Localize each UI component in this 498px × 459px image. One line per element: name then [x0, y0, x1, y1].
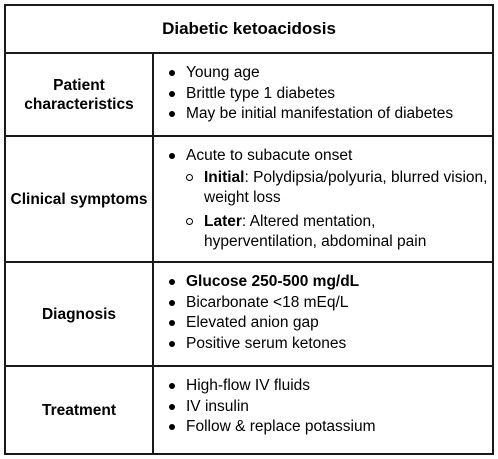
sub-bullet-list: Initial: Polydipsia/polyuria, blurred vi… [186, 168, 488, 253]
table-title: Diabetic ketoacidosis [6, 6, 492, 54]
row-label-clinical-symptoms: Clinical symptoms [6, 137, 154, 263]
sub-item-text: : Polydipsia/polyuria, blurred vision, w… [204, 168, 488, 207]
row-label-treatment: Treatment [6, 367, 154, 453]
row-content-treatment: High-flow IV fluids IV insulin Follow & … [154, 367, 492, 453]
bullet-list: Glucose 250-500 mg/dL Bicarbonate <18 mE… [166, 272, 488, 354]
bullet-list: Acute to subacute onset Initial: Polydip… [166, 146, 488, 253]
list-item: High-flow IV fluids [166, 376, 488, 397]
row-content-clinical-symptoms: Acute to subacute onset Initial: Polydip… [154, 137, 492, 263]
list-item: Bicarbonate <18 mEq/L [166, 293, 488, 314]
sub-list-item-later: Later: Altered mentation, hyperventilati… [186, 212, 488, 253]
sub-item-term: Initial [204, 168, 245, 186]
list-item-text: Acute to subacute onset [186, 147, 353, 164]
list-item: IV insulin [166, 397, 488, 418]
list-item: May be initial manifestation of diabetes [166, 104, 488, 125]
list-item: Positive serum ketones [166, 334, 488, 355]
sub-list-item-initial: Initial: Polydipsia/polyuria, blurred vi… [186, 168, 488, 209]
row-content-patient-characteristics: Young age Brittle type 1 diabetes May be… [154, 54, 492, 137]
list-item: Elevated anion gap [166, 313, 488, 334]
list-item: Young age [166, 63, 488, 84]
sub-item-text: : Altered mentation, hyperventilation, a… [204, 212, 427, 251]
list-item: Glucose 250-500 mg/dL [166, 272, 488, 293]
sub-item-term: Later [204, 212, 242, 230]
row-label-diagnosis: Diagnosis [6, 263, 154, 367]
bullet-list: Young age Brittle type 1 diabetes May be… [166, 63, 488, 125]
dka-table: Diabetic ketoacidosis Patient characteri… [4, 4, 494, 455]
list-item: Brittle type 1 diabetes [166, 84, 488, 105]
row-label-patient-characteristics: Patient characteristics [6, 54, 154, 137]
bullet-list: High-flow IV fluids IV insulin Follow & … [166, 376, 488, 438]
list-item: Acute to subacute onset Initial: Polydip… [166, 146, 488, 253]
list-item: Follow & replace potassium [166, 417, 488, 438]
row-content-diagnosis: Glucose 250-500 mg/dL Bicarbonate <18 mE… [154, 263, 492, 367]
